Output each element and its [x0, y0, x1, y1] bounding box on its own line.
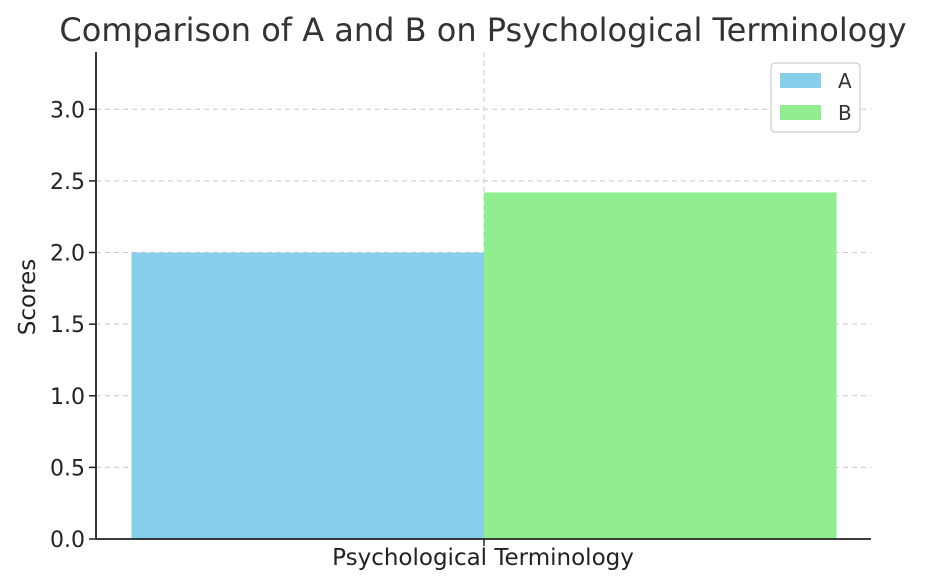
y-tick-label: 3.0	[50, 98, 85, 123]
y-tick-label: 1.5	[50, 313, 85, 338]
y-tick-label: 0.5	[50, 456, 85, 481]
y-tick-label: 0.0	[50, 528, 85, 553]
y-ticks: 0.0 0.5 1.0 1.5 2.0 2.5 3.0	[50, 98, 485, 553]
y-tick-label: 2.0	[50, 242, 85, 267]
y-axis-label: Scores	[15, 259, 41, 335]
legend-swatch-b	[780, 105, 821, 120]
bar-a	[131, 252, 484, 539]
x-axis-label: Psychological Terminology	[332, 545, 634, 571]
legend-label-b: B	[838, 101, 852, 125]
chart-title: Comparison of A and B on Psychological T…	[59, 11, 906, 49]
y-tick-label: 2.5	[50, 170, 85, 195]
bar-b	[484, 192, 837, 539]
legend: A B	[770, 62, 861, 133]
legend-label-a: A	[838, 69, 852, 93]
y-tick-label: 1.0	[50, 385, 85, 410]
bars	[131, 192, 837, 539]
legend-swatch-a	[780, 73, 821, 88]
